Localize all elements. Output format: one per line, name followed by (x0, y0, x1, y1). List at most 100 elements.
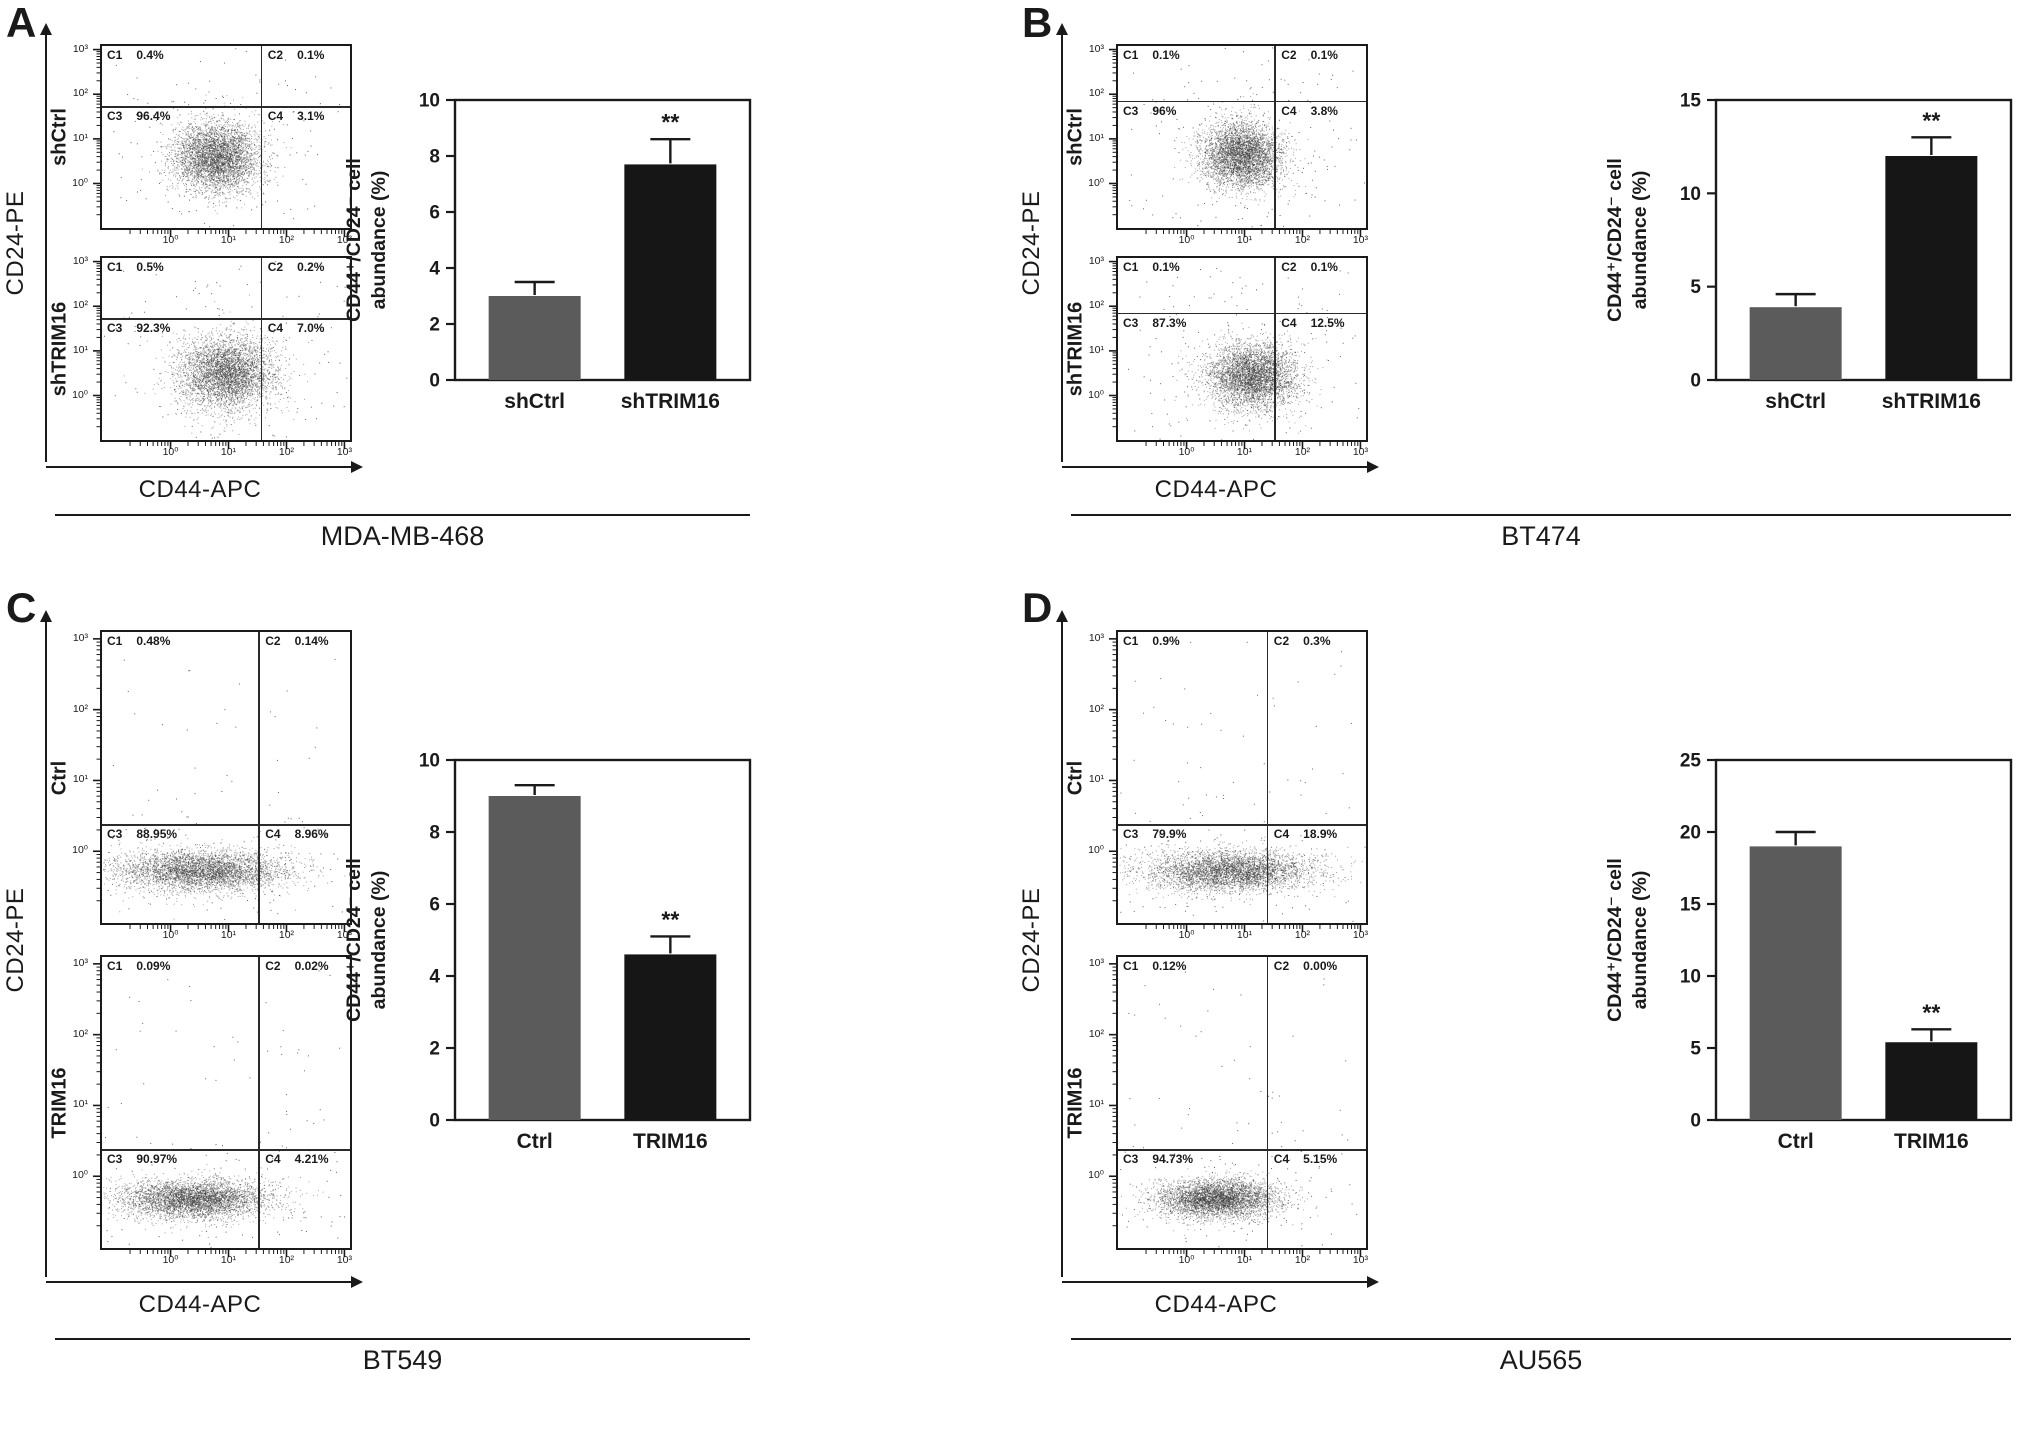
quadrant-stat-C4: C4 7.0% (268, 321, 325, 335)
quadrant-stat-C3: C3 79.9% (1123, 827, 1186, 841)
flow-y-tick-label: 10¹ (72, 343, 88, 356)
quadrant-stat-C3: C3 88.95% (107, 827, 177, 841)
quadrant-stat-C4: C4 4.21% (265, 1152, 328, 1166)
flow-y-axis-label: CD24-PE (2, 190, 29, 296)
bar-axis-frame (453, 98, 752, 382)
bar-y-tick-label: 6 (429, 203, 440, 224)
flow-x-axis-arrow-line (1062, 1281, 1368, 1284)
flow-scatter-dots (1118, 632, 1366, 923)
flow-x-tick-label: 10² (1294, 1254, 1311, 1266)
bar-shCtrl (1749, 307, 1842, 380)
quadrant-value: 3.1% (297, 109, 325, 124)
quadrant-divider-horizontal (102, 106, 350, 108)
quadrant-name: C2 (1273, 634, 1290, 648)
bar-Ctrl (1749, 846, 1842, 1120)
flow-x-tick-label: 10³ (336, 234, 353, 246)
bar-y-tick-label: 10 (419, 91, 440, 112)
significance-marker: ** (1922, 107, 1940, 133)
quadrant-stat-C1: C1 0.48% (107, 634, 170, 648)
flow-y-tick-label: 10² (1088, 299, 1104, 312)
bar-chart-panel-D: 0 5 10 15 20 25 Ctrl ** TRIM16 CD44⁺/CD24⁻ cell ab… (1604, 751, 2013, 1153)
flow-y-axis-label: CD24-PE (1018, 887, 1045, 993)
quadrant-stat-C1: C1 0.12% (1123, 959, 1186, 973)
flow-y-tick-label: 10² (1088, 87, 1104, 100)
bar-TRIM16 (1885, 1042, 1978, 1120)
flow-x-tick-label: 10³ (1352, 234, 1369, 246)
flow-x-tick-label: 10¹ (1236, 446, 1253, 458)
flow-x-tick-label: 10⁰ (162, 446, 179, 458)
flow-y-tick-label: 10³ (1088, 42, 1104, 55)
flow-x-axis-arrowhead (1367, 460, 1379, 473)
bar-y-tick-label: 10 (1680, 184, 1701, 205)
flow-y-axis-arrow-line (1061, 34, 1064, 462)
quadrant-name: C3 (107, 321, 123, 336)
panel-label-A: A (6, 0, 37, 46)
flow-x-axis-arrow-line (46, 1281, 352, 1284)
quadrant-name: C1 (107, 48, 123, 62)
significance-marker: ** (661, 906, 679, 932)
flow-x-tick-label: 10¹ (220, 234, 237, 246)
flow-x-tick-label: 10³ (1352, 929, 1369, 941)
flow-x-axis-arrow-line (1062, 466, 1368, 469)
quadrant-stat-C2: C2 0.14% (265, 634, 328, 648)
flow-y-tick-label: 10³ (72, 956, 88, 969)
quadrant-name: C4 (267, 321, 284, 336)
quadrant-divider-horizontal (102, 318, 350, 320)
flow-y-axis-arrowhead (39, 23, 52, 35)
bar-y-axis-label-line1: CD44⁺/CD24⁻ cell (343, 158, 365, 322)
flow-axis-ticks (1109, 963, 1362, 1257)
quadrant-stat-C4: C4 18.9% (1274, 827, 1337, 841)
flow-x-axis-label: CD44-APC (138, 1291, 262, 1318)
flow-y-axis-arrowhead (39, 610, 52, 622)
flow-scatter-dots (102, 46, 350, 228)
bar-chart-panel-A: 0 2 4 6 8 10 shCtrl ** shTRIM16 CD44⁺/CD24⁻ cell a… (343, 91, 752, 413)
quadrant-name: C2 (1281, 260, 1297, 274)
flow-axis-ticks (93, 638, 346, 932)
bar-y-axis-label-line2: abundance (%) (1629, 871, 1651, 1010)
quadrant-stat-C1: C1 0.1% (1123, 48, 1180, 62)
quadrant-stat-C4: C4 5.15% (1274, 1152, 1337, 1166)
quadrant-stat-C4: C4 3.1% (268, 109, 325, 123)
quadrant-stat-C2: C2 0.1% (1281, 48, 1338, 62)
quadrant-stat-C1: C1 0.5% (107, 260, 164, 274)
quadrant-divider-horizontal (102, 1149, 350, 1151)
quadrant-name: C2 (265, 634, 281, 648)
flow-plot-shCtrl: C1 0.4% C2 0.1% C3 96.4% C4 3.1% (100, 44, 352, 230)
flow-x-axis-arrowhead (351, 460, 363, 473)
quadrant-name: C2 (1281, 48, 1297, 62)
panel-underline (1071, 1338, 2011, 1341)
flow-y-tick-label: 10⁰ (1088, 176, 1104, 189)
bar-shTRIM16 (1885, 156, 1978, 380)
bar-y-tick-label: 10 (1680, 967, 1701, 988)
flow-y-tick-label: 10⁰ (72, 1169, 88, 1182)
bar-shCtrl (488, 296, 581, 380)
flow-x-tick-label: 10¹ (220, 929, 237, 941)
bar-y-tick-label: 15 (1680, 91, 1702, 112)
quadrant-value: 12.5% (1310, 315, 1345, 330)
flow-x-tick-label: 10⁰ (1178, 446, 1195, 458)
panel-B: B CD24-PE CD44-APC shCtrl C1 0.1% C2 0.1% C3 96% C… (1016, 0, 2031, 585)
flow-y-tick-label: 10¹ (1088, 131, 1104, 144)
bar-axis-frame (1714, 98, 2013, 382)
quadrant-name: C1 (1123, 634, 1139, 648)
flow-x-tick-label: 10² (1294, 446, 1311, 458)
bar-y-axis-label-line2: abundance (%) (368, 171, 390, 310)
bar-y-tick-label: 2 (429, 315, 440, 336)
flow-scatter-dots (1118, 46, 1366, 228)
flow-scatter-dots (102, 632, 350, 923)
quadrant-name: C3 (1123, 103, 1139, 118)
bar-y-tick-label: 4 (429, 967, 440, 988)
quadrant-name: C3 (1123, 1152, 1139, 1167)
quadrant-name: C3 (107, 827, 123, 842)
flow-x-tick-label: 10¹ (1236, 234, 1253, 246)
quadrant-value: 87.3% (1152, 315, 1187, 330)
quadrant-stat-C4: C4 12.5% (1281, 316, 1344, 330)
quadrant-stat-C1: C1 0.1% (1123, 260, 1180, 274)
flow-x-tick-label: 10⁰ (162, 929, 179, 941)
bar-category-label: TRIM16 (633, 1130, 708, 1153)
flow-axis-ticks (1109, 48, 1362, 237)
flow-plot-Ctrl: C1 0.9% C2 0.3% C3 79.9% C4 18.9% (1116, 630, 1368, 925)
quadrant-value: 92.3% (136, 321, 171, 336)
quadrant-stat-C3: C3 90.97% (107, 1152, 177, 1166)
